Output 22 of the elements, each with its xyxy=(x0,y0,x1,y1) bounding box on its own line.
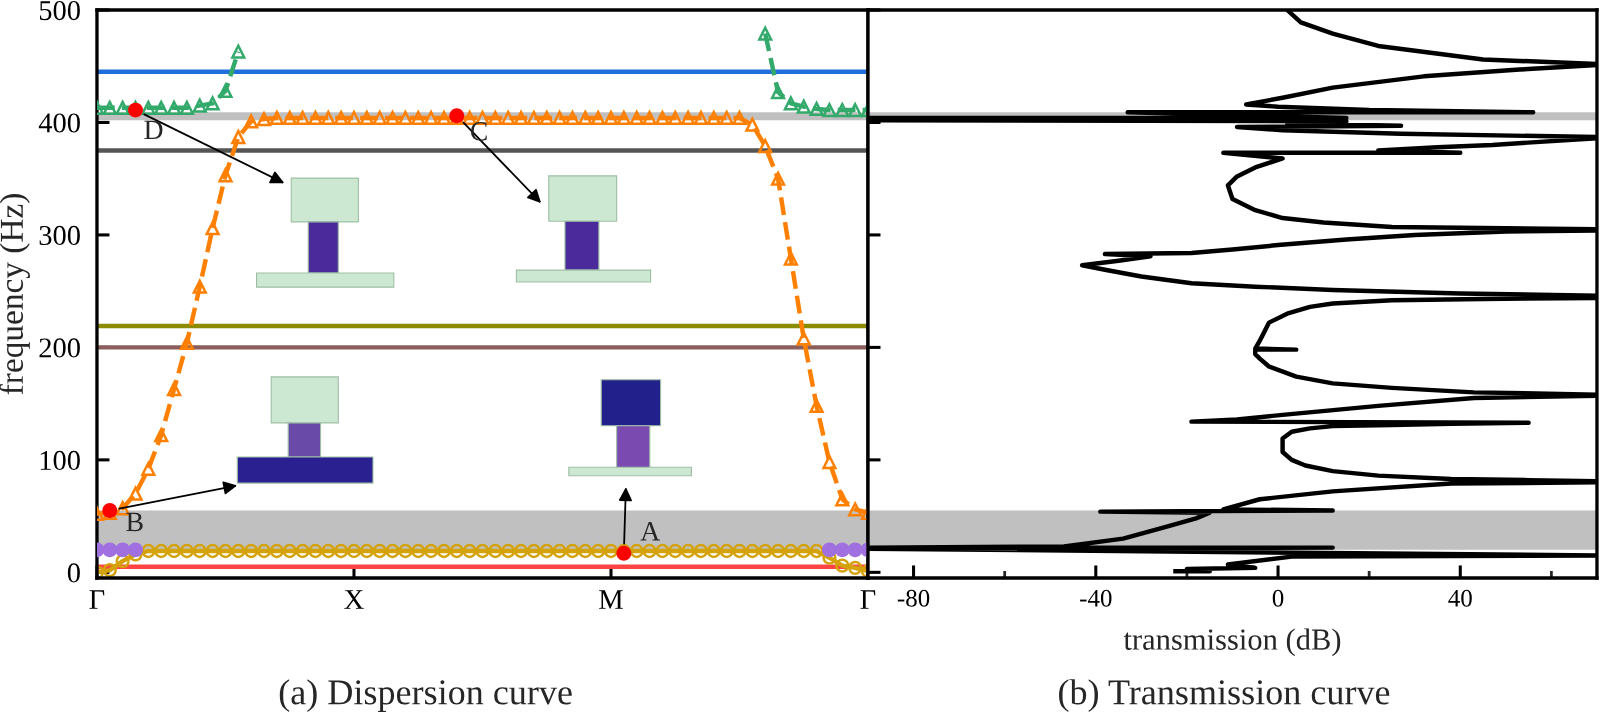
y-axis-title: frequency (Hz) xyxy=(0,194,30,395)
annotation: B xyxy=(126,512,143,532)
x-tick-label: 0 xyxy=(1272,589,1284,607)
y-tick-label: 0 xyxy=(67,563,80,583)
x-tick-label: Γ xyxy=(89,590,105,609)
y-tick-label: 500 xyxy=(39,0,80,21)
x-tick-label: X xyxy=(344,590,364,609)
y-tick-label: 300 xyxy=(39,225,80,246)
y-tick-label: 100 xyxy=(40,450,80,471)
x-tick-label: Γ xyxy=(860,590,876,609)
x-tick-label: -40 xyxy=(1080,589,1112,607)
text: (a) Dispersion curve xyxy=(279,679,572,712)
x-tick-label: 40 xyxy=(1448,589,1472,607)
x-tick-label: -80 xyxy=(897,589,930,607)
y-tick-label: 400 xyxy=(38,113,80,133)
x-axis-title: transmission (dB) xyxy=(1123,628,1341,657)
annotation: A xyxy=(640,522,661,541)
y-tick-label: 200 xyxy=(39,338,80,358)
text: (b) Transmission curve xyxy=(1059,679,1390,712)
annotation: C xyxy=(470,122,487,141)
annotation: D xyxy=(144,120,163,140)
x-tick-label: M xyxy=(599,590,623,609)
